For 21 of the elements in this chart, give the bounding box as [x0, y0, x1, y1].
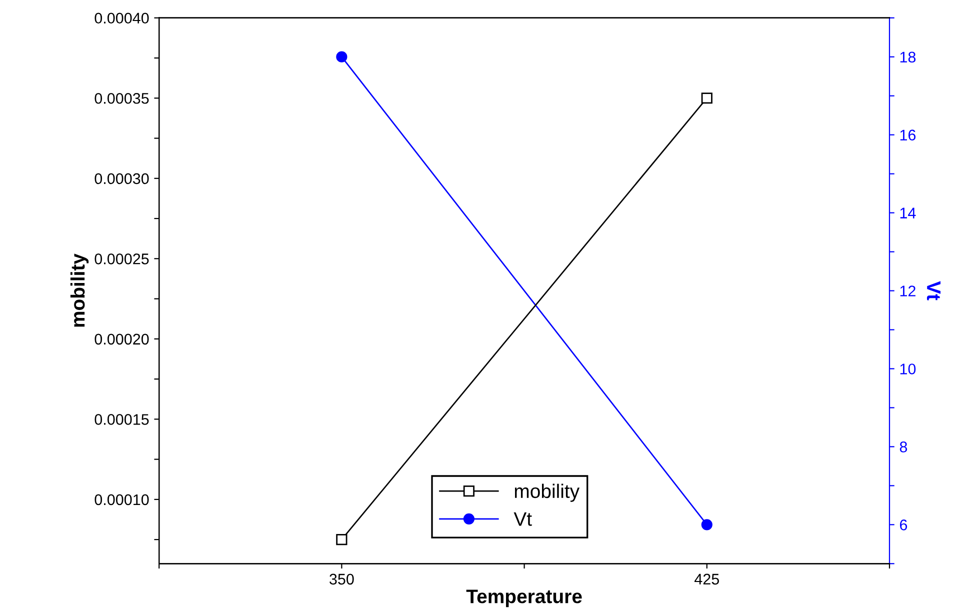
- x-tick-label: 425: [694, 574, 719, 585]
- y-tick-label: 0.00010: [94, 494, 149, 506]
- y2-tick-label: 18: [900, 52, 916, 63]
- y-tick-label: 0.00020: [94, 334, 149, 345]
- y2-axis-title: Vt: [926, 281, 940, 300]
- y-tick-label: 0.00035: [94, 92, 149, 104]
- y2-tick-label: 8: [900, 442, 908, 452]
- y-tick-label: 0.00040: [94, 12, 149, 24]
- y-tick-label: 0.00025: [94, 254, 149, 264]
- y2-tick-label: 6: [900, 520, 908, 530]
- legend-label: mobility: [514, 484, 580, 502]
- y-axis-title: mobility: [70, 254, 89, 327]
- y2-tick-label: 16: [900, 130, 916, 140]
- y2-tick-label: 12: [900, 286, 916, 296]
- legend-label: Vt: [514, 512, 532, 526]
- y2-tick-label: 14: [900, 208, 916, 218]
- x-tick-label: 350: [330, 574, 354, 585]
- y2-tick-label: 10: [900, 364, 916, 374]
- y-tick-label: 0.00015: [94, 414, 149, 425]
- x-axis-title: Temperature: [466, 590, 582, 608]
- y-tick-label: 0.00030: [94, 173, 149, 184]
